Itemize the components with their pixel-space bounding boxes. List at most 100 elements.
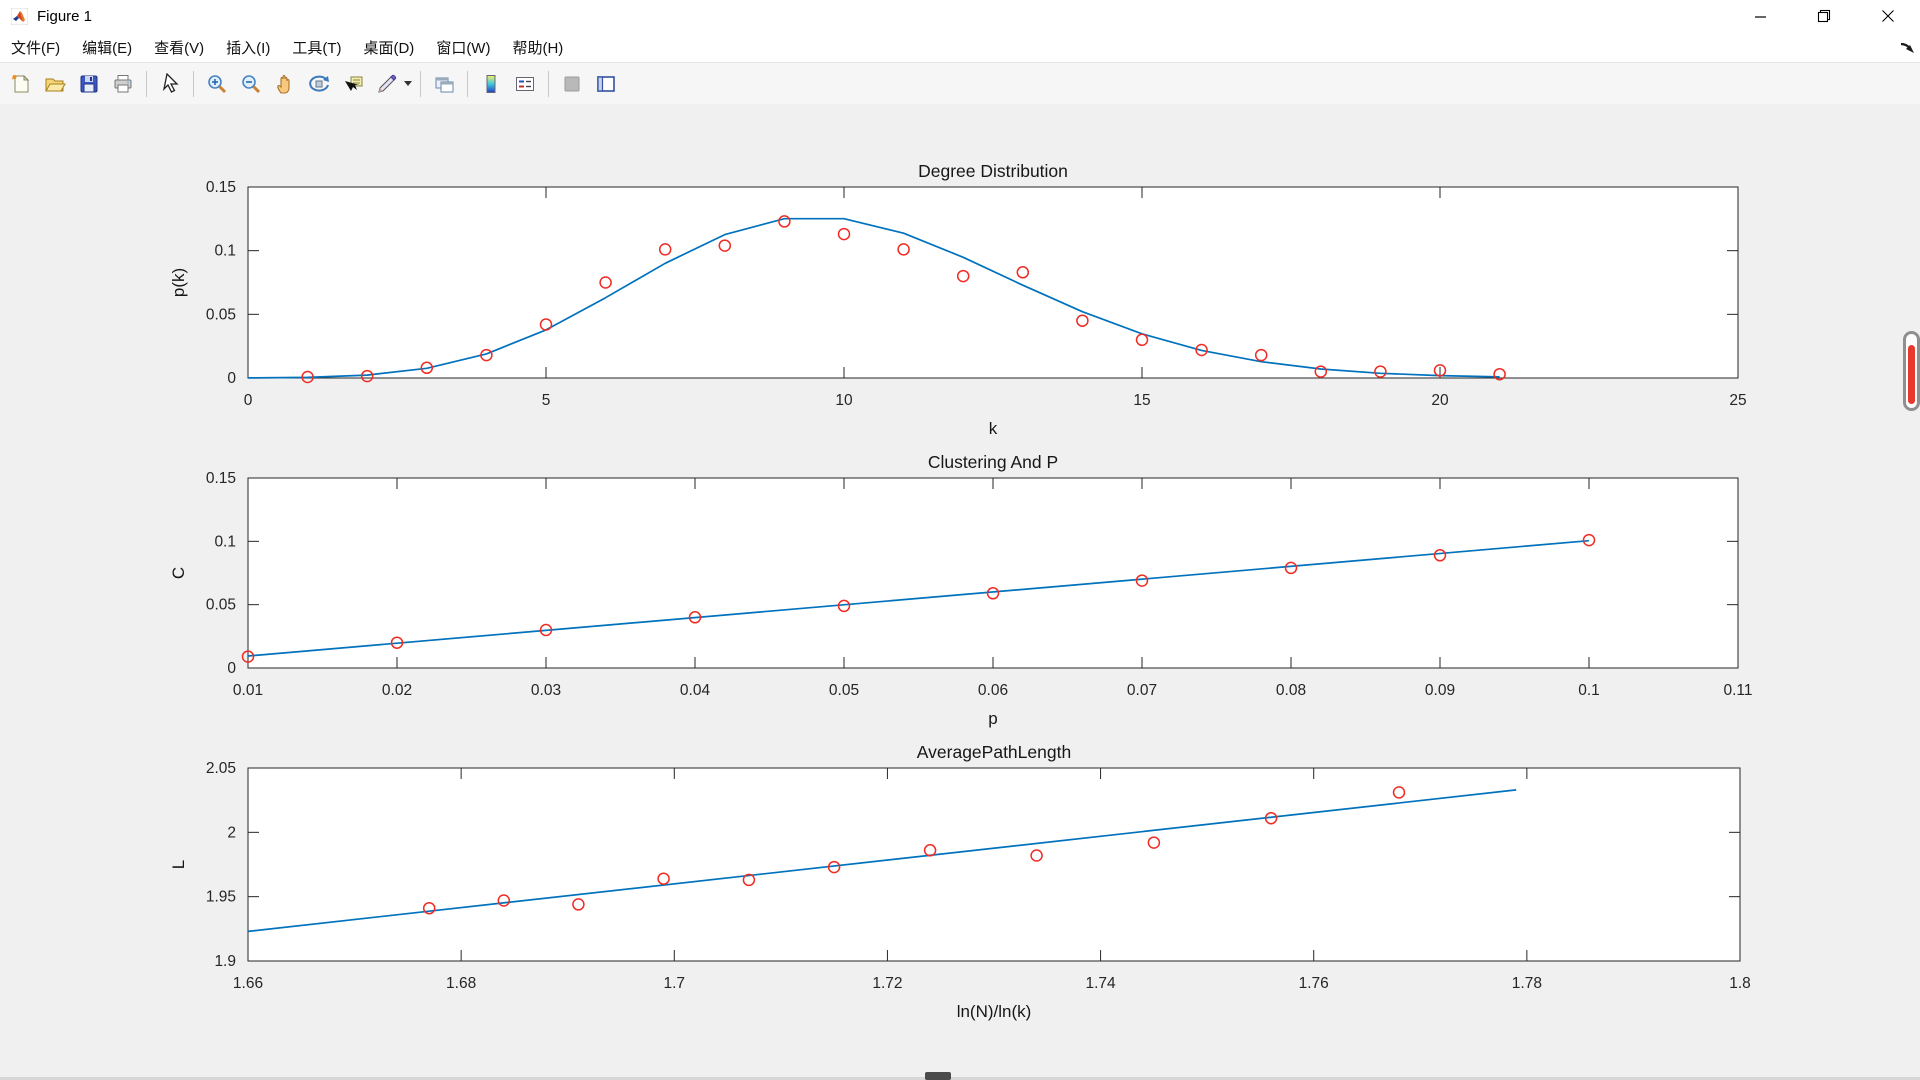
menu-item-8[interactable]: 帮助(H) [512, 39, 564, 57]
scroll-indicator[interactable] [1903, 331, 1920, 411]
data-point-marker [1147, 836, 1161, 849]
data-point-marker [1493, 367, 1506, 381]
data-point-marker [1016, 266, 1030, 279]
data-point-marker [1030, 849, 1043, 862]
minimize-button[interactable] [1728, 0, 1792, 32]
data-point-marker [742, 873, 756, 887]
zoom-in-icon [208, 74, 227, 93]
rotate-3d-icon [309, 75, 329, 92]
subplot-2: 0.01 0.02 0.03 0.04 0.05 0.06 0.07 0.08 0.09 0.1 0… [169, 452, 1753, 728]
insert-legend-icon [516, 76, 534, 91]
window-controls [1728, 0, 1920, 32]
toolbar-separator [548, 70, 549, 97]
save-figure-button[interactable] [73, 68, 105, 100]
x-tick-label: 25 [1729, 392, 1746, 409]
x-tick-label: 0.11 [1723, 682, 1752, 699]
menu-overflow-arrow-icon[interactable] [1898, 40, 1916, 56]
data-point-marker [1135, 574, 1149, 587]
data-point-marker [480, 348, 493, 362]
data-point-marker [688, 611, 702, 624]
y-tick-label: 2 [227, 824, 236, 841]
menu-item-4[interactable]: 插入(I) [226, 39, 271, 57]
rotate-3d-button[interactable] [303, 68, 335, 100]
data-point-marker [1433, 364, 1447, 377]
toolbar-separator [467, 70, 468, 97]
insert-legend-button[interactable] [509, 68, 541, 100]
print-figure-button[interactable] [107, 68, 139, 100]
brush-dropdown-caret[interactable] [402, 69, 414, 99]
data-point-marker [360, 369, 374, 383]
figure-canvas: 0 5 10 15 20 25 0 0.05 0.1 0.15 Degree Distributio… [0, 104, 1920, 1080]
x-tick-label: 1.7 [664, 975, 686, 992]
y-tick-label: 0.05 [206, 306, 236, 323]
new-figure-icon [11, 74, 30, 92]
y-tick-label: 1.9 [214, 953, 236, 970]
x-tick-label: 15 [1133, 392, 1150, 409]
fit-line [247, 217, 1500, 379]
data-point-marker [1135, 333, 1149, 347]
plot-box [247, 767, 1741, 962]
link-plot-icon [435, 77, 454, 92]
plot-area [248, 187, 1738, 378]
data-point-marker [241, 650, 255, 663]
brush-icon [378, 74, 397, 93]
x-tick-label: 1.8 [1729, 975, 1751, 992]
data-point-marker [572, 898, 585, 911]
x-tick-label: 0.08 [1276, 682, 1306, 699]
pan-hand-button[interactable] [269, 68, 301, 100]
toolbar-separator [193, 70, 194, 97]
menu-item-2[interactable]: 编辑(E) [82, 39, 133, 57]
y-tick-label: 1.95 [206, 889, 236, 906]
x-axis-label: ln(N)/ln(k) [957, 1002, 1032, 1021]
menu-item-1[interactable]: 文件(F) [11, 39, 61, 57]
show-plot-tools-button[interactable] [590, 68, 622, 100]
new-figure-button[interactable] [5, 68, 37, 100]
data-cursor-button[interactable] [337, 68, 369, 100]
plot-box [247, 186, 1739, 379]
x-tick-label: 20 [1431, 392, 1449, 409]
y-axis-label: C [169, 567, 188, 579]
pan-hand-icon [277, 74, 290, 94]
zoom-in-button[interactable] [201, 68, 233, 100]
menu-item-5[interactable]: 工具(T) [292, 39, 342, 57]
y-tick-label: 0.05 [206, 597, 236, 614]
insert-colorbar-button[interactable] [475, 68, 507, 100]
subplot-1: 0 5 10 15 20 25 0 0.05 0.1 0.15 Degree Distributio… [169, 161, 1747, 438]
edit-plot-arrow-icon [162, 72, 179, 93]
close-button[interactable] [1856, 0, 1920, 32]
window-title: Figure 1 [37, 7, 93, 25]
menu-item-7[interactable]: 窗口(W) [436, 39, 491, 57]
x-tick-label: 1.72 [872, 975, 902, 992]
y-tick-label: 0 [227, 370, 236, 387]
data-point-marker [718, 239, 732, 252]
plot-title: AveragePathLength [917, 742, 1071, 762]
edit-plot-arrow-button[interactable] [154, 68, 186, 100]
taskbar-notch [925, 1072, 951, 1080]
link-plot-button[interactable] [428, 68, 460, 100]
restore-button[interactable] [1792, 0, 1856, 32]
data-point-marker [778, 215, 791, 228]
data-point-marker [1076, 314, 1089, 327]
data-point-marker [956, 269, 970, 283]
data-point-marker [390, 636, 404, 649]
open-file-button[interactable] [39, 68, 71, 100]
menu-item-3[interactable]: 查看(V) [154, 39, 205, 57]
x-tick-label: 0.09 [1425, 682, 1455, 699]
menu-item-6[interactable]: 桌面(D) [363, 39, 415, 57]
zoom-out-button[interactable] [235, 68, 267, 100]
data-point-marker [897, 243, 910, 256]
data-point-marker [1264, 811, 1278, 825]
matlab-logo-icon [11, 7, 28, 25]
brush-button[interactable] [371, 68, 403, 100]
titlebar: Figure 1 [0, 0, 1920, 32]
x-tick-label: 1.76 [1299, 975, 1329, 992]
data-point-marker [1284, 561, 1298, 575]
plot-area [248, 478, 1738, 668]
data-point-marker [923, 844, 937, 857]
hide-plot-tools-button[interactable] [556, 68, 588, 100]
y-tick-label: 2.05 [206, 760, 236, 777]
y-tick-label: 0.15 [206, 179, 236, 196]
show-plot-tools-icon [597, 75, 615, 92]
